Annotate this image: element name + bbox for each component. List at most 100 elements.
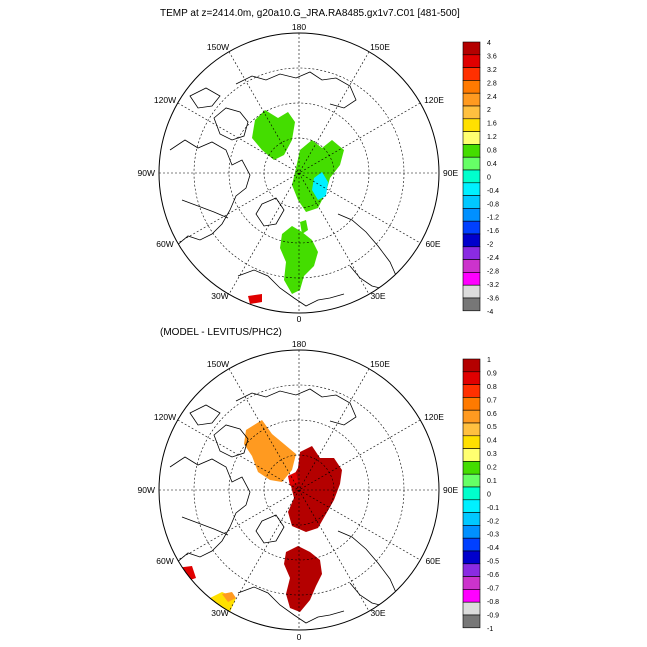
colorbar-tick-label: -1.6 (487, 228, 499, 235)
colorbar-tick-label: -3.2 (487, 282, 499, 289)
colorbar-swatch (462, 371, 481, 385)
graticule-bottom (159, 350, 439, 630)
colorbar-tick-label: 0.8 (487, 384, 497, 391)
colorbar-tick-label: 0 (487, 491, 491, 498)
lon-label: 180 (292, 339, 306, 349)
data-region-red-2 (248, 294, 262, 304)
colorbar-tick-label: -1 (487, 626, 493, 633)
lon-label: 150W (207, 359, 229, 369)
colorbar-tick-label: 2 (487, 107, 491, 114)
lon-label: 180 (292, 22, 306, 32)
data-region-green-3 (280, 226, 318, 294)
colorbar-swatch (462, 576, 481, 590)
colorbar-bottom: 1 0.9 0.8 0.7 0.6 0.5 0.4 0.3 0.2 0.1 0 -0.1 -0.2 -0.… (462, 357, 499, 633)
colorbar-tick-label: -0.5 (487, 559, 499, 566)
colorbar-swatch (462, 67, 481, 81)
colorbar-swatch (462, 601, 481, 616)
lon-label: 150W (207, 42, 229, 52)
lon-label: 120W (154, 412, 176, 422)
colorbar-swatch (462, 208, 481, 222)
colorbar-swatch (462, 54, 481, 68)
colorbar-swatch (462, 80, 481, 94)
colorbar-tick-label: 3.2 (487, 67, 497, 74)
data-region-green-1 (252, 110, 295, 160)
colorbar-tick-label: -0.8 (487, 599, 499, 606)
colorbar-swatch (462, 409, 481, 424)
colorbar-tick-label: 0.2 (487, 465, 497, 472)
data-region-orange (244, 420, 296, 482)
colorbar-tick-label: -0.4 (487, 188, 499, 195)
colorbar-top: 4 3.6 3.2 2.8 2.4 2 1.6 1.2 0.8 0.4 0 -0.4 -0.8 -1.2 -… (462, 40, 499, 316)
graticule-top (159, 33, 439, 313)
lon-label: 60E (425, 239, 440, 249)
lon-label: 0 (297, 632, 302, 642)
colorbar-swatch (462, 118, 481, 132)
colorbar-tick-label: -2 (487, 242, 493, 249)
colorbar-tick-label: -0.7 (487, 585, 499, 592)
lon-label: 90E (443, 168, 458, 178)
colorbar-swatch (462, 461, 481, 475)
colorbar-swatch (462, 182, 481, 196)
lon-label: 30E (370, 291, 385, 301)
lon-label: 60W (156, 239, 173, 249)
colorbar-swatch (462, 614, 481, 629)
lon-label: 120E (424, 95, 444, 105)
lon-label: 60E (425, 556, 440, 566)
data-region-red-4 (176, 566, 196, 582)
lon-label: 90W (138, 485, 155, 495)
panel-bottom-title: (MODEL - LEVITUS/PHC2) (160, 327, 282, 338)
colorbar-swatch (462, 105, 481, 120)
data-region-darkred-2 (284, 546, 322, 612)
coastlines-top (163, 71, 399, 307)
colorbar-tick-label: -0.1 (487, 505, 499, 512)
colorbar-swatch (462, 448, 481, 462)
panel-top: TEMP at z=2414.0m, g20a10.G_JRA.RA8485.g… (138, 8, 500, 324)
panel-bottom: (MODEL - LEVITUS/PHC2) (138, 327, 500, 642)
colorbar-swatch (462, 384, 481, 398)
lon-label: 30E (370, 608, 385, 618)
colorbar-swatch (462, 144, 481, 158)
colorbar-tick-label: 0.4 (487, 438, 497, 445)
colorbar-tick-label: 1.6 (487, 121, 497, 128)
colorbar-swatch (462, 259, 481, 273)
colorbar-tick-label: 0.9 (487, 370, 497, 377)
data-region-orange-2 (222, 592, 236, 602)
colorbar-tick-label: 3.6 (487, 53, 497, 60)
colorbar-tick-label: 0.1 (487, 478, 497, 485)
colorbar-swatch (462, 537, 481, 552)
lon-label: 150E (370, 42, 390, 52)
colorbar-swatch (462, 41, 481, 56)
panel-top-title: TEMP at z=2414.0m, g20a10.G_JRA.RA8485.g… (160, 8, 460, 19)
colorbar-swatch (462, 233, 481, 248)
colorbar-tick-label: 0 (487, 174, 491, 181)
data-region-green-4 (300, 220, 308, 234)
colorbar-tick-label: -0.3 (487, 532, 499, 539)
colorbar-swatch (462, 92, 481, 107)
colorbar-tick-label: 0.8 (487, 148, 497, 155)
colorbar-tick-label: 1 (487, 357, 491, 364)
colorbar-tick-label: -2.4 (487, 255, 499, 262)
colorbar-tick-label: -0.8 (487, 201, 499, 208)
colorbar-swatch (462, 563, 481, 577)
colorbar-tick-label: 4 (487, 40, 491, 47)
colorbar-swatch (462, 220, 481, 235)
lon-label: 60W (156, 556, 173, 566)
data-region-cyan (312, 172, 328, 200)
colorbar-swatch (462, 195, 481, 209)
colorbar-swatch (462, 284, 481, 299)
colorbar-tick-label: 0.4 (487, 161, 497, 168)
colorbar-swatch (462, 486, 481, 501)
lon-label: 30W (211, 608, 228, 618)
lon-labels-top: 180 150E 120E 90E 60E 30E 0 30W 60W 90W … (138, 22, 459, 324)
colorbar-swatch (462, 589, 481, 603)
colorbar-tick-label: 0.7 (487, 397, 497, 404)
colorbar-tick-label: 0.3 (487, 451, 497, 458)
colorbar-tick-label: -1.2 (487, 215, 499, 222)
lon-label: 90W (138, 168, 155, 178)
colorbar-swatch (462, 246, 481, 260)
lon-label: 30W (211, 291, 228, 301)
colorbar-swatch (462, 397, 481, 411)
lon-labels-bottom: 180 150E 120E 90E 60E 30E 0 30W 60W 90W … (138, 339, 459, 642)
colorbar-tick-label: -3.6 (487, 295, 499, 302)
